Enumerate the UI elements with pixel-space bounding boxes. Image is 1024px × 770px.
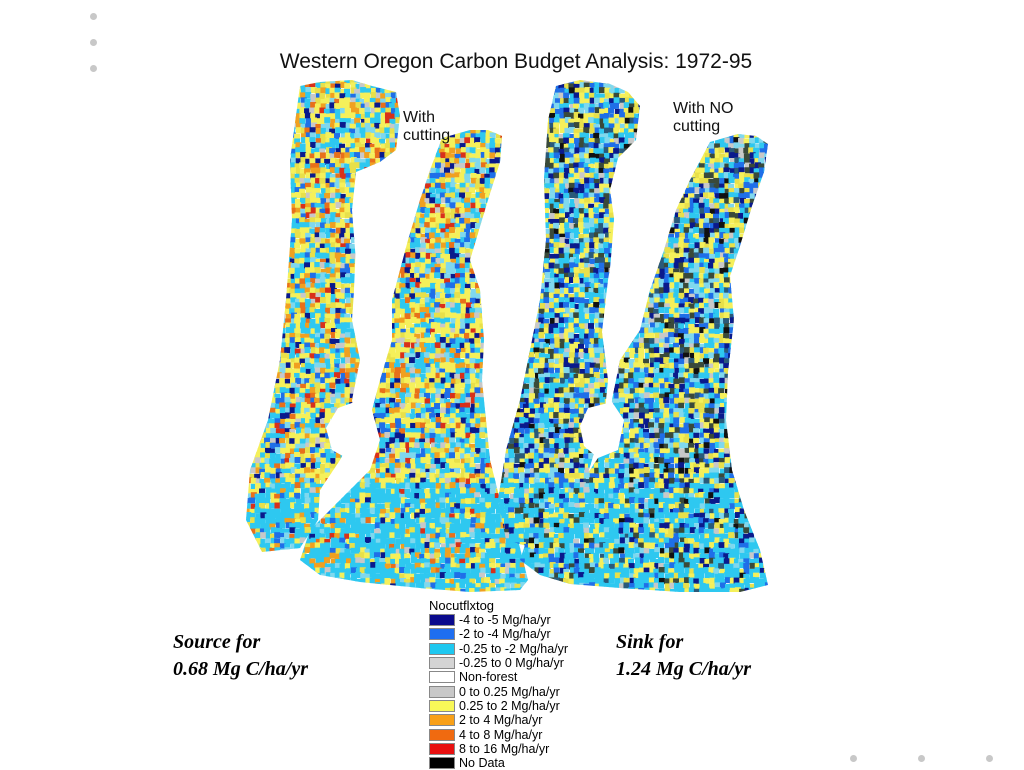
legend-label: 4 to 8 Mg/ha/yr bbox=[459, 727, 543, 742]
map-legend: Nocutflxtog -4 to -5 Mg/ha/yr -2 to -4 Mg… bbox=[429, 598, 599, 770]
slide-decoration-dot bbox=[918, 755, 925, 762]
legend-item: 2 to 4 Mg/ha/yr bbox=[429, 713, 599, 727]
legend-label: 0 to 0.25 Mg/ha/yr bbox=[459, 684, 560, 699]
legend-swatch bbox=[429, 757, 455, 770]
map-with-no-cutting bbox=[498, 80, 768, 592]
slide-decoration-dot bbox=[90, 39, 97, 46]
legend-swatch bbox=[429, 685, 455, 698]
legend-item: 4 to 8 Mg/ha/yr bbox=[429, 727, 599, 742]
legend-label: -0.25 to -2 Mg/ha/yr bbox=[459, 641, 569, 656]
slide-decoration-dot bbox=[986, 755, 993, 762]
legend-label: No Data bbox=[459, 756, 505, 770]
legend-swatch bbox=[429, 728, 455, 741]
slide-decoration-dot bbox=[90, 65, 97, 72]
legend-item: -0.25 to 0 Mg/ha/yr bbox=[429, 656, 599, 670]
legend-swatch bbox=[429, 628, 455, 641]
slide-decoration-dot bbox=[90, 13, 97, 20]
slide-title: Western Oregon Carbon Budget Analysis: 1… bbox=[0, 50, 1024, 74]
legend-item: No Data bbox=[429, 756, 599, 770]
legend-item: -2 to -4 Mg/ha/yr bbox=[429, 627, 599, 641]
legend-label: 8 to 16 Mg/ha/yr bbox=[459, 741, 550, 756]
legend-swatch bbox=[429, 657, 455, 670]
map-label-with-no-cutting: With NO cutting bbox=[673, 100, 734, 135]
slide-decoration-dot bbox=[850, 755, 857, 762]
legend-swatch bbox=[429, 671, 455, 684]
legend-swatch bbox=[429, 714, 455, 727]
legend-label: -4 to -5 Mg/ha/yr bbox=[459, 613, 551, 628]
map-label-with-cutting: With cutting bbox=[403, 109, 451, 144]
legend-label: Non-forest bbox=[459, 670, 518, 685]
legend-item: 8 to 16 Mg/ha/yr bbox=[429, 742, 599, 756]
map-with-cutting bbox=[246, 80, 528, 592]
caption-sink: Sink for 1.24 Mg C/ha/yr bbox=[616, 631, 752, 680]
legend-items: -4 to -5 Mg/ha/yr -2 to -4 Mg/ha/yr -0.25 … bbox=[429, 613, 599, 770]
legend-label: -2 to -4 Mg/ha/yr bbox=[459, 627, 551, 642]
legend-item: 0 to 0.25 Mg/ha/yr bbox=[429, 684, 599, 699]
caption-source: Source for 0.68 Mg C/ha/yr bbox=[173, 631, 309, 680]
slide-title-text: Western Oregon Carbon Budget Analysis: 1… bbox=[279, 50, 753, 73]
legend-swatch bbox=[429, 699, 455, 712]
legend-swatch bbox=[429, 614, 455, 627]
non-forest-areas bbox=[326, 140, 690, 460]
legend-item: 0.25 to 2 Mg/ha/yr bbox=[429, 699, 599, 713]
legend-swatch bbox=[429, 642, 455, 655]
legend-label: 2 to 4 Mg/ha/yr bbox=[459, 713, 543, 728]
legend-label: -0.25 to 0 Mg/ha/yr bbox=[459, 656, 564, 671]
legend-swatch bbox=[429, 742, 455, 755]
legend-label: 0.25 to 2 Mg/ha/yr bbox=[459, 698, 560, 713]
legend-item: Non-forest bbox=[429, 670, 599, 684]
legend-item: -4 to -5 Mg/ha/yr bbox=[429, 613, 599, 627]
legend-item: -0.25 to -2 Mg/ha/yr bbox=[429, 642, 599, 656]
legend-title: Nocutflxtog bbox=[429, 598, 495, 613]
